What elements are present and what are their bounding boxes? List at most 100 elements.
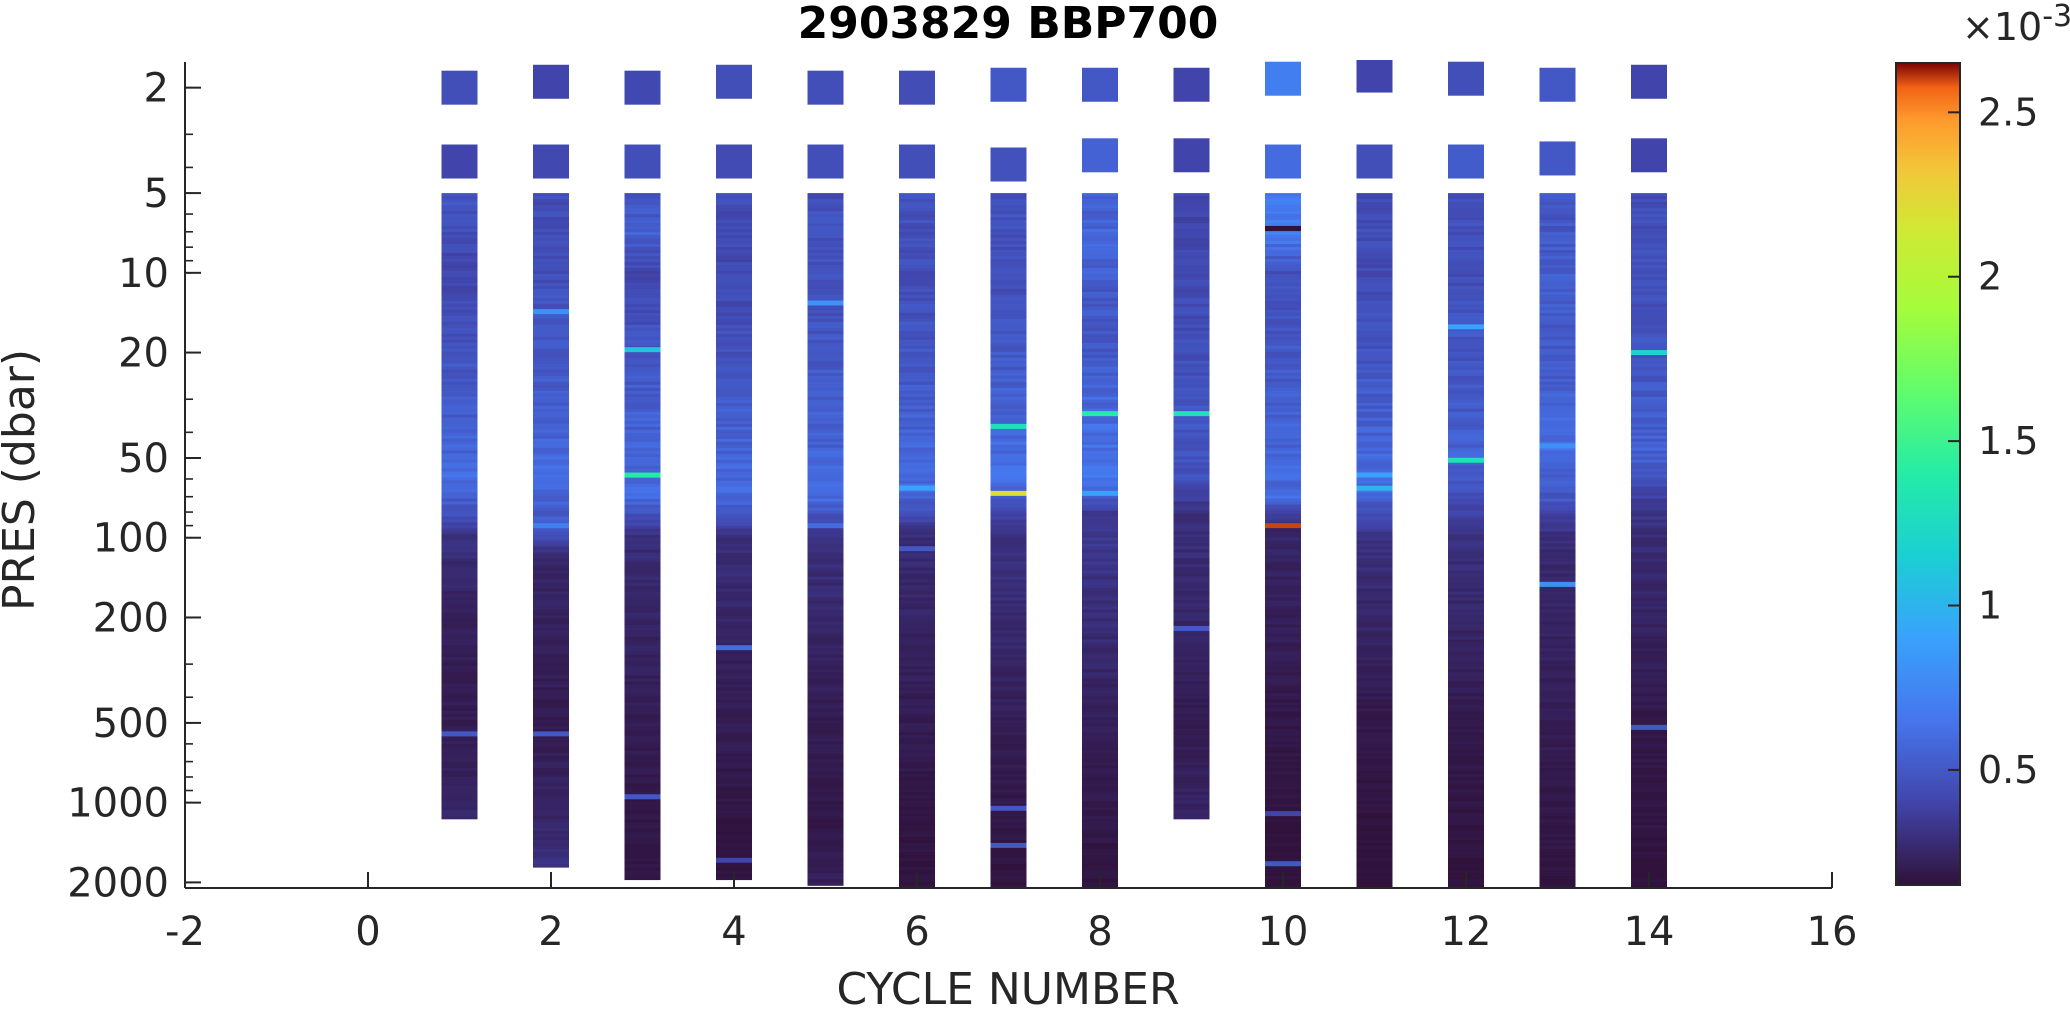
column-cell xyxy=(716,193,752,197)
column-cell xyxy=(1356,528,1393,533)
colorbar-tick-label: 0.5 xyxy=(1978,748,2038,792)
column-cell xyxy=(1082,846,1118,850)
column-cell xyxy=(1448,858,1484,862)
column-cell xyxy=(624,280,661,284)
column-cell xyxy=(1448,232,1484,236)
column-cell xyxy=(716,828,752,833)
column-cell xyxy=(807,471,844,476)
column-cell xyxy=(990,372,1027,377)
column-cell xyxy=(533,687,569,691)
column-cell xyxy=(1356,741,1393,745)
column-cell xyxy=(807,495,844,500)
column-cell xyxy=(990,468,1027,473)
column-cell xyxy=(899,330,935,335)
column-cell xyxy=(807,738,844,743)
column-cell xyxy=(1173,318,1210,323)
column-cell xyxy=(533,297,569,302)
column-cell xyxy=(1082,211,1118,215)
column-cell xyxy=(990,882,1027,886)
profile-cycle-12 xyxy=(1448,61,1484,889)
column-cell xyxy=(1448,861,1484,865)
column-cell xyxy=(624,495,661,500)
column-cell xyxy=(1356,783,1393,787)
column-cell xyxy=(1173,749,1210,754)
column-cell xyxy=(1173,423,1210,428)
column-cell xyxy=(990,816,1027,820)
column-cell xyxy=(807,399,844,404)
column-cell xyxy=(1173,588,1210,592)
column-cell xyxy=(716,363,752,368)
column-cell xyxy=(990,762,1027,766)
column-cell xyxy=(624,585,661,590)
column-cell xyxy=(1631,360,1667,365)
column-cell xyxy=(807,459,844,464)
column-cell xyxy=(1265,465,1301,470)
column-cell xyxy=(1539,750,1576,754)
column-cell xyxy=(1631,249,1667,254)
column-cell xyxy=(1265,828,1301,832)
column-cell xyxy=(1356,777,1393,781)
column-cell xyxy=(533,238,569,242)
column-cell xyxy=(1173,375,1210,380)
column-cell xyxy=(716,306,752,311)
column-cell xyxy=(1356,498,1393,503)
column-cell xyxy=(533,729,569,733)
column-cell xyxy=(533,327,569,332)
column-cell xyxy=(1448,648,1484,652)
column-cell xyxy=(1356,858,1393,862)
column-cell xyxy=(441,291,478,296)
column-cell xyxy=(1448,639,1484,643)
column-cell xyxy=(1539,525,1576,530)
column-cell xyxy=(624,193,661,197)
column-cell xyxy=(1448,510,1484,515)
column-cell xyxy=(1265,561,1301,566)
column-cell xyxy=(1539,486,1576,491)
column-cell xyxy=(1173,426,1210,431)
column-cell xyxy=(1173,540,1210,544)
column-cell xyxy=(1539,684,1576,688)
column-cell xyxy=(1448,633,1484,637)
column-cell xyxy=(624,612,661,617)
column-cell xyxy=(990,675,1027,679)
column-cell xyxy=(1356,522,1393,527)
column-cell xyxy=(1448,252,1484,257)
column-cell xyxy=(1448,315,1484,320)
column-cell xyxy=(990,861,1027,865)
column-cell xyxy=(1539,807,1576,811)
column-cell xyxy=(807,193,844,197)
column-cell xyxy=(533,843,569,847)
column-cell xyxy=(807,480,844,485)
column-cell xyxy=(1631,465,1667,470)
column-cell xyxy=(716,708,752,713)
column-cell xyxy=(1448,468,1484,473)
column-cell xyxy=(441,360,478,365)
column-cell xyxy=(1631,387,1667,392)
column-cell xyxy=(990,627,1027,632)
column-cell xyxy=(624,256,661,260)
colorbar-exponent: ×10-3 xyxy=(1962,0,2070,49)
column-cell xyxy=(533,510,569,515)
column-cell xyxy=(899,241,935,245)
column-cell xyxy=(1173,797,1210,802)
column-cell xyxy=(1173,429,1210,434)
column-cell xyxy=(1539,564,1576,569)
column-cell xyxy=(1082,258,1118,263)
column-cell xyxy=(1539,858,1576,862)
column-cell xyxy=(807,756,844,760)
column-cell xyxy=(1539,282,1576,287)
column-cell xyxy=(1539,762,1576,766)
column-cell xyxy=(716,684,752,689)
column-cell xyxy=(716,627,752,632)
column-cell xyxy=(990,549,1027,554)
column-cell xyxy=(441,315,478,320)
column-cell xyxy=(1539,714,1576,718)
column-cell xyxy=(1356,477,1393,482)
column-cell xyxy=(807,822,844,826)
column-cell xyxy=(1173,261,1210,266)
column-cell xyxy=(716,705,752,710)
column-cell xyxy=(1448,642,1484,646)
column-cell xyxy=(899,846,935,850)
column-cell xyxy=(1539,537,1576,542)
column-cell xyxy=(441,519,478,523)
column-cell xyxy=(1448,720,1484,724)
